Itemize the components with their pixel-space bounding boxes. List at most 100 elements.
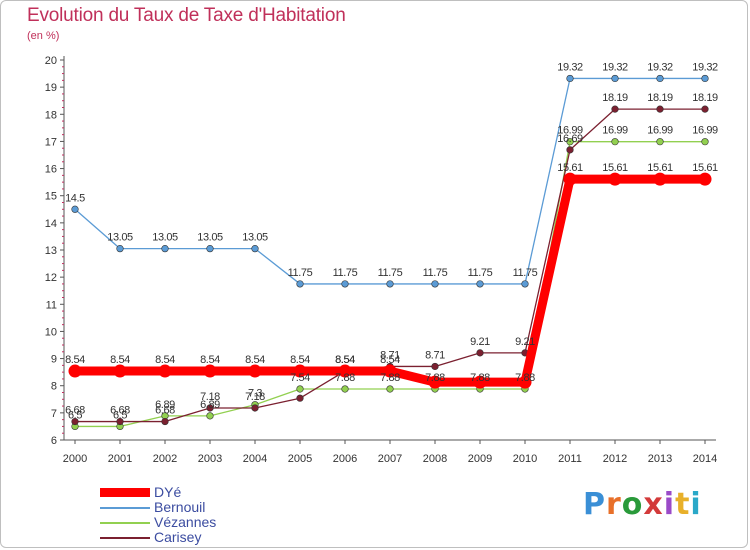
legend-label: Bernouil [154,499,206,515]
data-point [296,280,304,288]
data-label: 16.99 [692,125,718,137]
data-label: 7.54 [290,372,310,384]
data-label: 11.75 [513,267,538,279]
data-point [701,74,709,83]
y-tick-label: 20 [45,55,57,67]
data-label: 8.54 [155,354,175,366]
y-tick-label: 18 [45,109,57,121]
data-label: 8.54 [245,354,265,366]
data-point [476,280,484,288]
data-point [656,105,664,113]
data-label: 7.88 [470,372,490,384]
x-tick-label: 2004 [243,453,267,465]
data-point [338,364,352,378]
data-point [116,417,124,426]
data-label: 18.19 [647,92,673,104]
data-label: 15.61 [647,162,673,174]
data-point [158,364,172,378]
x-tick-label: 2014 [693,453,717,465]
legend-label: DYé [154,484,182,500]
y-tick-label: 16 [45,164,57,176]
chart-axes: 6 7 8 9 10 11 12 13 14 15 16 17 18 19 20 2000 2001 2002 20… [45,55,717,465]
data-point [71,205,79,213]
y-tick-label: 17 [45,136,57,148]
x-tick-label: 2006 [333,453,357,465]
data-label: 16.99 [647,125,673,137]
data-label: 9.21 [470,336,490,348]
data-point [161,245,169,253]
series-lines [68,74,712,431]
x-tick-label: 2000 [63,453,87,465]
data-point [566,138,574,146]
data-label: 13.05 [197,232,223,244]
x-tick-label: 2001 [108,453,132,465]
brand-letter: x [643,487,664,522]
legend-swatch [100,488,150,497]
data-label: 7.88 [335,372,355,384]
data-label: 11.75 [378,267,403,279]
legend-label: Carisey [154,529,202,545]
data-point [206,412,214,420]
data-label: 15.61 [557,162,583,174]
y-tick-label: 15 [45,191,57,203]
data-label: 8.71 [425,349,445,361]
x-tick-label: 2007 [378,453,402,465]
data-point [428,375,442,389]
data-point [431,362,439,371]
x-tick-label: 2013 [648,453,672,465]
legend-swatch [100,537,150,539]
brand-letter: r [606,487,622,522]
data-point [68,364,82,378]
data-point [656,138,664,146]
data-label: 7.88 [425,372,445,384]
brand-letter: P [583,487,606,522]
data-point [71,417,79,426]
data-label: 7.18 [200,391,220,403]
data-point [383,364,397,378]
x-tick-label: 2008 [423,453,447,465]
data-label: 8.54 [65,354,85,366]
data-point [251,245,259,253]
data-point [113,364,127,378]
data-point [653,172,667,186]
data-point [476,349,484,357]
data-point [473,375,487,389]
data-label: 18.19 [602,92,628,104]
data-label: 8.54 [200,354,220,366]
chart-unit: (en %) [27,30,60,42]
data-label: 8.54 [380,354,400,366]
x-tick-label: 2009 [468,453,492,465]
data-point [656,74,664,83]
y-tick-label: 8 [51,381,57,393]
data-label: 7.18 [245,391,265,403]
data-point [611,105,619,113]
data-point [611,138,619,146]
data-label: 8.71 [380,349,400,361]
data-point [701,138,709,146]
x-tick-label: 2002 [153,453,177,465]
data-label: 16.99 [557,125,583,137]
data-label: 7.3 [248,388,262,400]
data-label: 11.75 [468,267,493,279]
legend-swatch [100,507,150,509]
data-label: 6.5 [68,409,82,421]
brand-letter: o [621,487,644,522]
data-label: 8.54 [335,354,355,366]
legend-item: Vézannes [100,514,300,530]
data-label: 13.05 [107,232,133,244]
data-label: 13.05 [242,232,268,244]
data-point [566,146,574,154]
x-tick-label: 2003 [198,453,222,465]
y-tick-label: 9 [51,354,57,366]
y-tick-label: 11 [46,299,57,311]
data-point [518,375,532,389]
data-labels: 14.5 13.05 13.05 13.05 13.05 11.75 11.75 11.75 1… [65,61,718,421]
brand-letter: t [675,487,691,522]
data-label: 6.68 [155,405,175,417]
data-label: 13.05 [152,232,178,244]
brand-letter: i [690,487,702,522]
data-label: 11.75 [423,267,448,279]
data-label: 8.54 [335,354,355,366]
data-label: 19.32 [557,61,583,73]
